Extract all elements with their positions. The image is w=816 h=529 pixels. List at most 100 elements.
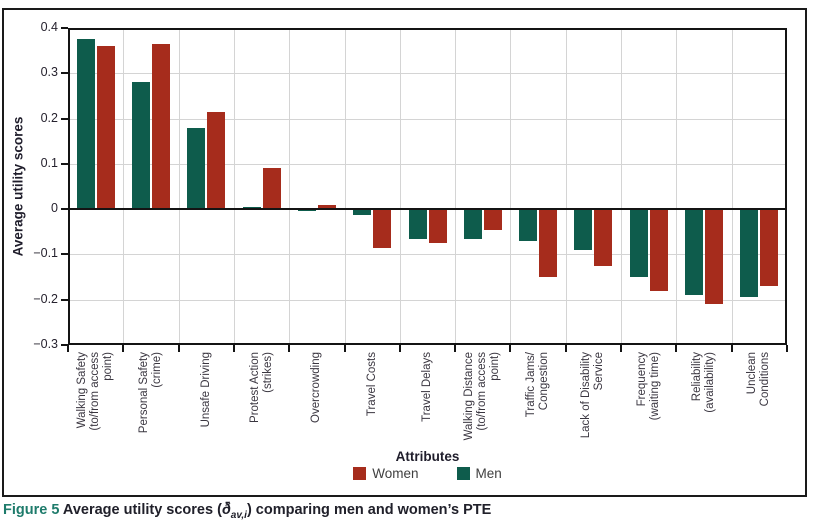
x-category-label: Travel Delays <box>421 352 433 422</box>
bar-women <box>207 111 226 210</box>
grid-line-vertical <box>510 28 512 345</box>
bar-women <box>262 168 281 210</box>
bar-men <box>187 127 206 210</box>
y-tick-label: 0.4 <box>40 20 58 34</box>
y-tick-label: 0 <box>51 201 58 216</box>
y-tick-label: −0.2 <box>33 291 58 306</box>
bar-men <box>463 209 482 239</box>
caption-text-before: Average utility scores ( <box>59 502 222 518</box>
bar-women <box>760 209 779 287</box>
x-tick-mark <box>730 345 733 352</box>
x-category-label: Unsafe Driving <box>199 352 212 428</box>
bar-men <box>131 82 150 210</box>
grid-line-vertical <box>565 28 567 345</box>
grid-line-vertical <box>344 28 346 345</box>
x-category-label: Personal Safety (crime) <box>137 352 163 434</box>
caption-text-after: ) comparing men and women’s PTE <box>246 502 492 518</box>
x-category-label: Walking Distance (to/from access point) <box>463 352 502 441</box>
grid-line-vertical <box>178 28 180 345</box>
x-axis-title: Attributes <box>395 449 460 464</box>
bar-men <box>297 209 316 212</box>
x-tick-mark <box>398 345 401 352</box>
x-tick-mark <box>122 345 125 352</box>
x-tick-mark <box>232 345 235 352</box>
grid-line-vertical <box>731 28 733 345</box>
y-tick-mark <box>61 162 68 165</box>
legend-label-men: Men <box>475 466 502 481</box>
x-tick-mark <box>620 345 623 352</box>
y-tick-label: −0.1 <box>33 246 58 261</box>
grid-line-horizontal <box>68 299 787 301</box>
bar-men <box>353 209 372 215</box>
grid-line-vertical <box>676 28 678 345</box>
legend-item-men: Men <box>456 466 502 481</box>
caption-symbol: ð̄ <box>221 502 231 518</box>
figure-caption: Figure 5 Average utility scores (ð̄av,i)… <box>3 502 491 521</box>
y-tick-mark <box>61 298 68 301</box>
x-tick-mark <box>343 345 346 352</box>
x-category-label: Lack of Disability Service <box>580 352 606 439</box>
grid-line-vertical <box>123 28 125 345</box>
bar-men <box>408 209 427 239</box>
legend-item-women: Women <box>353 466 419 481</box>
y-tick-mark <box>61 117 68 120</box>
caption-figure-label: Figure 5 <box>3 502 60 518</box>
x-category-label: Walking Safety (to/from access point) <box>76 352 115 431</box>
legend: Women Men <box>68 466 787 481</box>
bar-men <box>685 209 704 296</box>
grid-line-horizontal <box>68 118 787 120</box>
legend-label-women: Women <box>372 466 419 481</box>
bar-women <box>428 209 447 244</box>
x-category-label: Frequency (waiting time) <box>635 352 661 421</box>
y-tick-label: 0.3 <box>40 65 58 80</box>
bar-women <box>373 209 392 248</box>
legend-swatch-men <box>456 467 470 480</box>
bar-men <box>629 209 648 278</box>
y-tick-label: 0.1 <box>40 155 58 170</box>
grid-line-vertical <box>289 28 291 345</box>
bar-women <box>151 43 170 210</box>
x-category-label: Reliability (availability) <box>691 352 717 413</box>
x-category-label: Overcrowding <box>310 352 323 423</box>
y-tick-label: 0.2 <box>40 110 58 125</box>
x-tick-mark <box>288 345 291 352</box>
bar-men <box>242 206 261 210</box>
grid-line-horizontal <box>68 73 787 75</box>
x-tick-mark <box>454 345 457 352</box>
bar-women <box>594 209 613 266</box>
bar-women <box>649 209 668 291</box>
caption-symbol-subscript: av,i <box>230 509 247 521</box>
grid-line-horizontal <box>68 254 787 256</box>
y-tick-mark <box>61 344 68 346</box>
grid-line-vertical <box>621 28 623 345</box>
x-tick-mark <box>67 345 69 352</box>
y-tick-mark <box>61 253 68 256</box>
grid-line-horizontal <box>68 163 787 165</box>
x-tick-mark <box>564 345 567 352</box>
bar-men <box>740 209 759 298</box>
grid-line-vertical <box>455 28 457 345</box>
bar-women <box>317 204 336 210</box>
x-category-label: Unclean Conditions <box>746 352 772 407</box>
plot-area <box>68 28 787 345</box>
bar-women <box>96 46 115 210</box>
bar-men <box>574 209 593 250</box>
legend-swatch-women <box>353 467 367 480</box>
zero-axis-line <box>68 208 787 211</box>
x-tick-mark <box>177 345 180 352</box>
x-tick-mark <box>675 345 678 352</box>
bar-women <box>483 209 502 230</box>
x-tick-mark <box>786 345 788 352</box>
x-category-label: Traffic Jams/ Congestion <box>525 352 551 418</box>
bar-women <box>539 209 558 278</box>
y-tick-mark <box>61 72 68 75</box>
y-tick-mark <box>61 27 68 29</box>
bar-women <box>705 209 724 305</box>
x-category-label: Travel Costs <box>365 352 378 417</box>
y-tick-label: −0.3 <box>33 337 58 351</box>
y-tick-mark <box>61 208 68 211</box>
grid-line-vertical <box>399 28 401 345</box>
bar-men <box>519 209 538 241</box>
x-tick-mark <box>509 345 512 352</box>
